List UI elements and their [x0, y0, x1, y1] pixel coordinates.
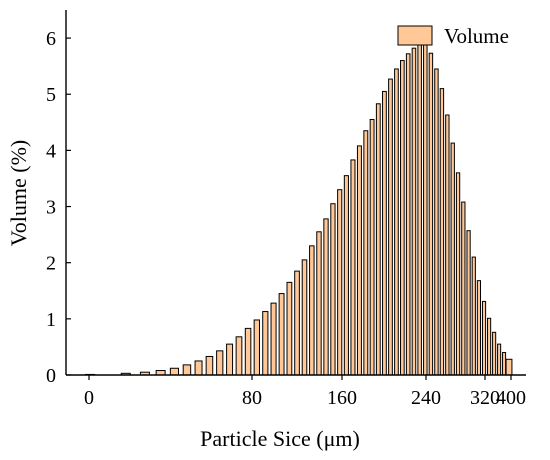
bar	[262, 311, 269, 376]
bar	[343, 175, 349, 376]
x-tick-label: 400	[496, 387, 526, 409]
bar	[244, 327, 252, 376]
y-tick-label: 0	[46, 365, 56, 387]
bar	[301, 259, 308, 376]
bar	[309, 245, 315, 376]
bar	[502, 352, 507, 376]
x-tick-label: 320	[470, 387, 500, 409]
bar	[497, 343, 502, 376]
bar	[356, 145, 362, 376]
bar	[182, 364, 192, 376]
bar	[487, 317, 492, 376]
bar	[471, 256, 476, 376]
y-tick-label: 5	[46, 84, 56, 106]
bar	[226, 343, 234, 376]
bar	[405, 53, 411, 376]
bar	[316, 231, 322, 376]
bar	[270, 302, 277, 376]
bar	[330, 203, 336, 376]
bar	[286, 281, 293, 376]
bar	[216, 350, 224, 376]
bar	[466, 230, 471, 376]
bar	[375, 103, 381, 376]
x-tick-label: 240	[411, 387, 441, 409]
y-tick-label: 3	[46, 197, 56, 219]
bar	[369, 119, 375, 376]
x-tick-label: 80	[242, 387, 262, 409]
bar	[394, 68, 399, 376]
bar	[350, 159, 356, 376]
x-tick-label: 0	[84, 387, 94, 409]
bar	[455, 172, 461, 376]
bar	[450, 142, 455, 376]
bar	[439, 88, 445, 376]
bar	[492, 331, 497, 376]
legend: Volume	[397, 24, 509, 48]
bar	[400, 60, 405, 376]
bar	[417, 42, 422, 376]
bar	[253, 319, 260, 376]
y-tick-label: 2	[46, 253, 56, 275]
bar	[428, 52, 434, 376]
legend-label: Volume	[444, 24, 509, 48]
x-axis-title: Particle Sice (μm)	[200, 426, 360, 451]
y-tick-label: 4	[46, 140, 56, 162]
legend-swatch	[397, 25, 433, 46]
bar	[423, 44, 428, 376]
bar	[323, 218, 329, 376]
bars-layer	[85, 42, 513, 376]
bar	[434, 68, 439, 376]
bar	[294, 270, 300, 376]
bar	[461, 201, 466, 376]
bar	[169, 367, 179, 376]
bar	[481, 300, 487, 376]
bar	[278, 293, 285, 376]
y-tick-label: 6	[46, 28, 56, 50]
bar	[205, 355, 214, 376]
bar	[445, 114, 450, 376]
bar	[363, 130, 369, 376]
bar	[505, 358, 513, 376]
y-axis-title: Volume (%)	[6, 140, 31, 247]
bar	[411, 47, 417, 376]
bar	[388, 78, 393, 376]
bar	[235, 336, 243, 376]
bar	[382, 90, 387, 376]
x-tick-label: 160	[327, 387, 357, 409]
y-tick-label: 1	[46, 309, 56, 331]
bar	[337, 189, 343, 376]
bar	[476, 280, 482, 376]
bar	[194, 360, 203, 376]
